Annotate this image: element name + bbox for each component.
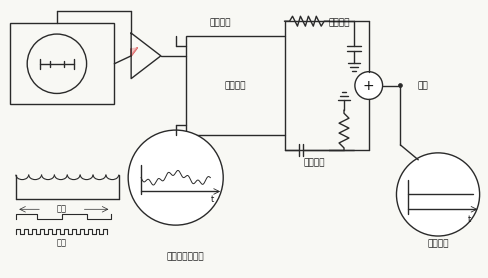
Text: t: t [467,215,470,224]
Text: 流量信号和噪声: 流量信号和噪声 [166,252,204,261]
Text: 低频采样: 低频采样 [209,19,230,28]
Text: 输出: 输出 [417,81,427,90]
Polygon shape [131,33,161,79]
Text: +: + [362,79,374,93]
Text: 低频: 低频 [57,205,67,214]
Polygon shape [131,48,137,56]
Bar [10,23,114,104]
Text: t: t [210,195,214,204]
Text: 低通滤波: 低通滤波 [327,19,349,28]
Text: 流量信号: 流量信号 [427,239,448,249]
Circle shape [354,72,382,100]
Circle shape [396,153,479,236]
Text: 高通滤波: 高通滤波 [303,158,325,167]
Circle shape [27,34,86,93]
Text: 高频: 高频 [57,239,67,247]
Text: 高频采样: 高频采样 [224,81,245,90]
Circle shape [398,84,402,88]
Circle shape [128,130,223,225]
Bar [185,36,284,135]
